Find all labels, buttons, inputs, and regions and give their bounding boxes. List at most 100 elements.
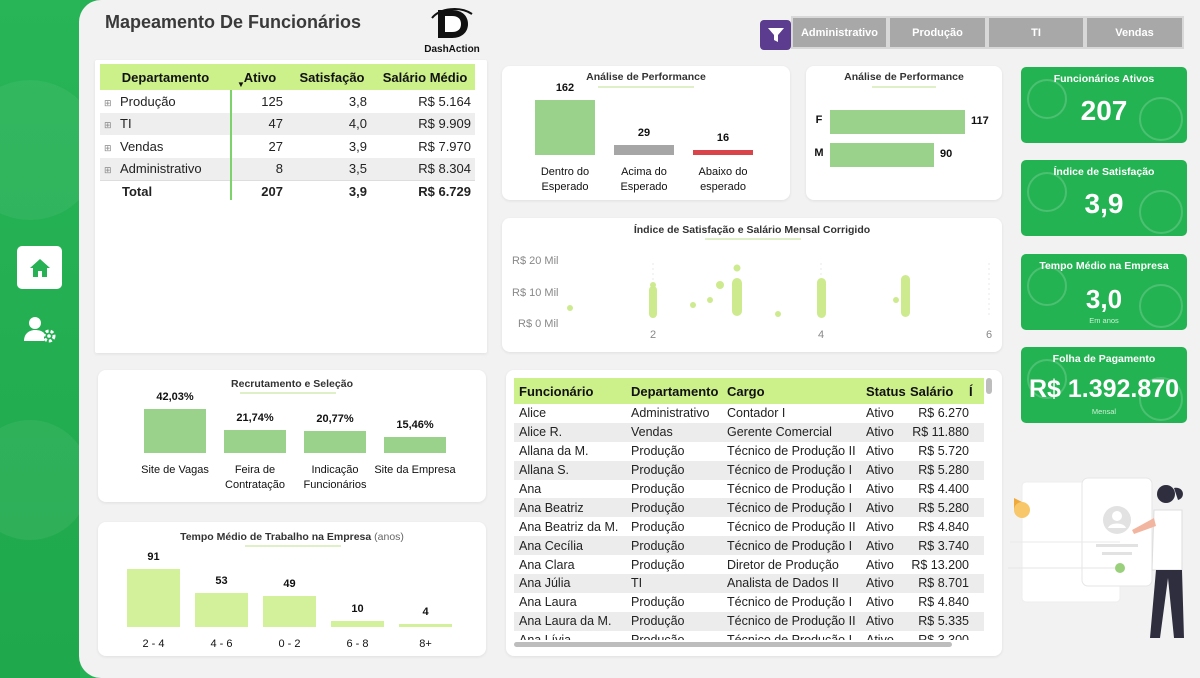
dept-name: Produção bbox=[120, 94, 176, 109]
category-label: M bbox=[814, 147, 824, 159]
table-row[interactable]: ⊞ Produção 125 3,8 R$ 5.164 bbox=[100, 90, 475, 113]
table-row[interactable]: ⊞ Administrativo 8 3,5 R$ 8.304 bbox=[100, 158, 475, 181]
bar[interactable] bbox=[127, 569, 180, 627]
table-row[interactable]: Ana Beatriz da M. Produção Técnico de Prod… bbox=[514, 517, 984, 536]
bar[interactable] bbox=[399, 624, 452, 627]
title-underline bbox=[872, 86, 936, 88]
employee-cell: Técnico de Produção I bbox=[722, 480, 861, 499]
bar[interactable] bbox=[304, 431, 366, 453]
scatter-point bbox=[901, 275, 910, 317]
table-row[interactable]: Ana Laura Produção Técnico de Produção I At… bbox=[514, 593, 984, 612]
employee-cell: Gerente Comercial bbox=[722, 423, 861, 442]
col-salario-medio[interactable]: Salário Médio bbox=[375, 64, 475, 90]
bar[interactable] bbox=[384, 437, 446, 453]
employee-cell: Ativo bbox=[861, 498, 907, 517]
category-label: Site de Vagas bbox=[134, 463, 216, 478]
employee-table-viewport[interactable]: Funcionário Departamento Cargo Status Sa… bbox=[514, 378, 984, 640]
employee-cell: Ativo bbox=[861, 593, 907, 612]
bar[interactable] bbox=[693, 150, 753, 155]
left-sidebar bbox=[0, 0, 80, 678]
employee-cell: Produção bbox=[626, 555, 722, 574]
filter-vendas[interactable]: Vendas bbox=[1085, 16, 1184, 49]
bar[interactable] bbox=[830, 110, 965, 134]
filter-ti[interactable]: TI bbox=[987, 16, 1085, 49]
expand-icon[interactable]: ⊞ bbox=[104, 165, 114, 176]
col-status[interactable]: Status bbox=[861, 378, 907, 404]
bar[interactable] bbox=[195, 593, 248, 627]
expand-icon[interactable]: ⊞ bbox=[104, 120, 114, 131]
nav-user-settings-button[interactable] bbox=[20, 312, 60, 348]
bar[interactable] bbox=[331, 621, 384, 627]
employee-cell bbox=[969, 612, 984, 631]
table-row[interactable]: Ana Laura da M. Produção Técnico de Produç… bbox=[514, 612, 984, 631]
employee-cell: Ana Beatriz da M. bbox=[514, 517, 626, 536]
expand-icon[interactable]: ⊞ bbox=[104, 98, 114, 109]
scatter-point bbox=[893, 297, 899, 303]
col-indice[interactable]: Í bbox=[969, 378, 984, 404]
bar[interactable] bbox=[614, 145, 674, 155]
bar[interactable] bbox=[263, 596, 316, 627]
salario-cell: R$ 8.304 bbox=[375, 158, 475, 181]
filter-administrativo[interactable]: Administrativo bbox=[791, 16, 888, 49]
kpi-sub: Em anos bbox=[1021, 316, 1187, 325]
scatter-plot bbox=[560, 258, 1000, 328]
filter-producao[interactable]: Produção bbox=[888, 16, 987, 49]
table-row[interactable]: Ana Clara Produção Diretor de Produção Ativ… bbox=[514, 555, 984, 574]
dept-cell: ⊞ Vendas bbox=[100, 135, 231, 158]
employee-cell: Ativo bbox=[861, 404, 907, 423]
user-settings-icon bbox=[22, 315, 58, 345]
bar[interactable] bbox=[144, 409, 206, 453]
col-departamento[interactable]: Departamento bbox=[100, 64, 231, 90]
employee-cell: Técnico de Produção I bbox=[722, 536, 861, 555]
salario-cell: R$ 5.164 bbox=[375, 90, 475, 113]
col-salario[interactable]: Salário bbox=[907, 378, 969, 404]
filter-icon bbox=[767, 26, 785, 44]
col-satisfacao[interactable]: Satisfação bbox=[289, 64, 375, 90]
x-tick: 6 bbox=[986, 329, 992, 341]
table-row[interactable]: ⊞ TI 47 4,0 R$ 9.909 bbox=[100, 113, 475, 136]
employee-cell: Produção bbox=[626, 461, 722, 480]
y-tick: R$ 10 Mil bbox=[512, 287, 558, 299]
vertical-scrollbar[interactable] bbox=[986, 378, 992, 394]
table-row[interactable]: Ana Beatriz Produção Técnico de Produção I… bbox=[514, 498, 984, 517]
logo-text: DashAction bbox=[418, 44, 486, 55]
col-funcionario[interactable]: Funcionário bbox=[514, 378, 626, 404]
employee-cell: Técnico de Produção II bbox=[722, 612, 861, 631]
employee-cell: Contador I bbox=[722, 404, 861, 423]
bar[interactable] bbox=[830, 143, 934, 167]
title-underline bbox=[705, 238, 801, 240]
employee-table: Funcionário Departamento Cargo Status Sa… bbox=[514, 378, 984, 640]
data-label: 42,03% bbox=[124, 391, 226, 403]
bar[interactable] bbox=[224, 430, 286, 453]
employee-cell: Produção bbox=[626, 480, 722, 499]
table-row[interactable]: Allana S. Produção Técnico de Produção I At… bbox=[514, 461, 984, 480]
col-ativo[interactable]: Ativo ▼ bbox=[231, 64, 289, 90]
category-label: Acima do Esperado bbox=[609, 165, 679, 195]
data-label: 91 bbox=[107, 551, 200, 563]
ativo-cell: 125 bbox=[231, 90, 289, 113]
ativo-cell: 47 bbox=[231, 113, 289, 136]
table-row[interactable]: Ana Produção Técnico de Produção I Ativo R$ … bbox=[514, 480, 984, 499]
kpi-label: Tempo Médio na Empresa bbox=[1021, 260, 1187, 272]
table-row[interactable]: Allana da M. Produção Técnico de Produção … bbox=[514, 442, 984, 461]
title-underline bbox=[245, 545, 341, 547]
expand-icon[interactable]: ⊞ bbox=[104, 143, 114, 154]
horizontal-scrollbar[interactable] bbox=[514, 642, 952, 647]
kpi-card: Tempo Médio na Empresa 3,0 Em anos bbox=[1021, 254, 1187, 330]
employee-cell bbox=[969, 574, 984, 593]
col-departamento[interactable]: Departamento bbox=[626, 378, 722, 404]
bar[interactable] bbox=[535, 100, 595, 155]
table-row[interactable]: Ana Cecília Produção Técnico de Produção I… bbox=[514, 536, 984, 555]
table-row[interactable]: Alice R. Vendas Gerente Comercial Ativo R$ 1… bbox=[514, 423, 984, 442]
table-row[interactable]: Ana LíviaProduçãoTécnico de Produção IAt… bbox=[514, 631, 984, 640]
table-row[interactable]: Ana Júlia TI Analista de Dados II Ativo R$ 8… bbox=[514, 574, 984, 593]
table-row[interactable]: Alice Administrativo Contador I Ativo R$ 6.2… bbox=[514, 404, 984, 423]
nav-home-button[interactable] bbox=[17, 246, 62, 289]
col-cargo[interactable]: Cargo bbox=[722, 378, 861, 404]
scatter-point bbox=[690, 302, 696, 308]
filter-button[interactable] bbox=[760, 20, 791, 50]
satisfacao-cell: 4,0 bbox=[289, 113, 375, 136]
dept-name: Vendas bbox=[120, 139, 163, 154]
table-row[interactable]: ⊞ Vendas 27 3,9 R$ 7.970 bbox=[100, 135, 475, 158]
dept-cell: ⊞ Produção bbox=[100, 90, 231, 113]
